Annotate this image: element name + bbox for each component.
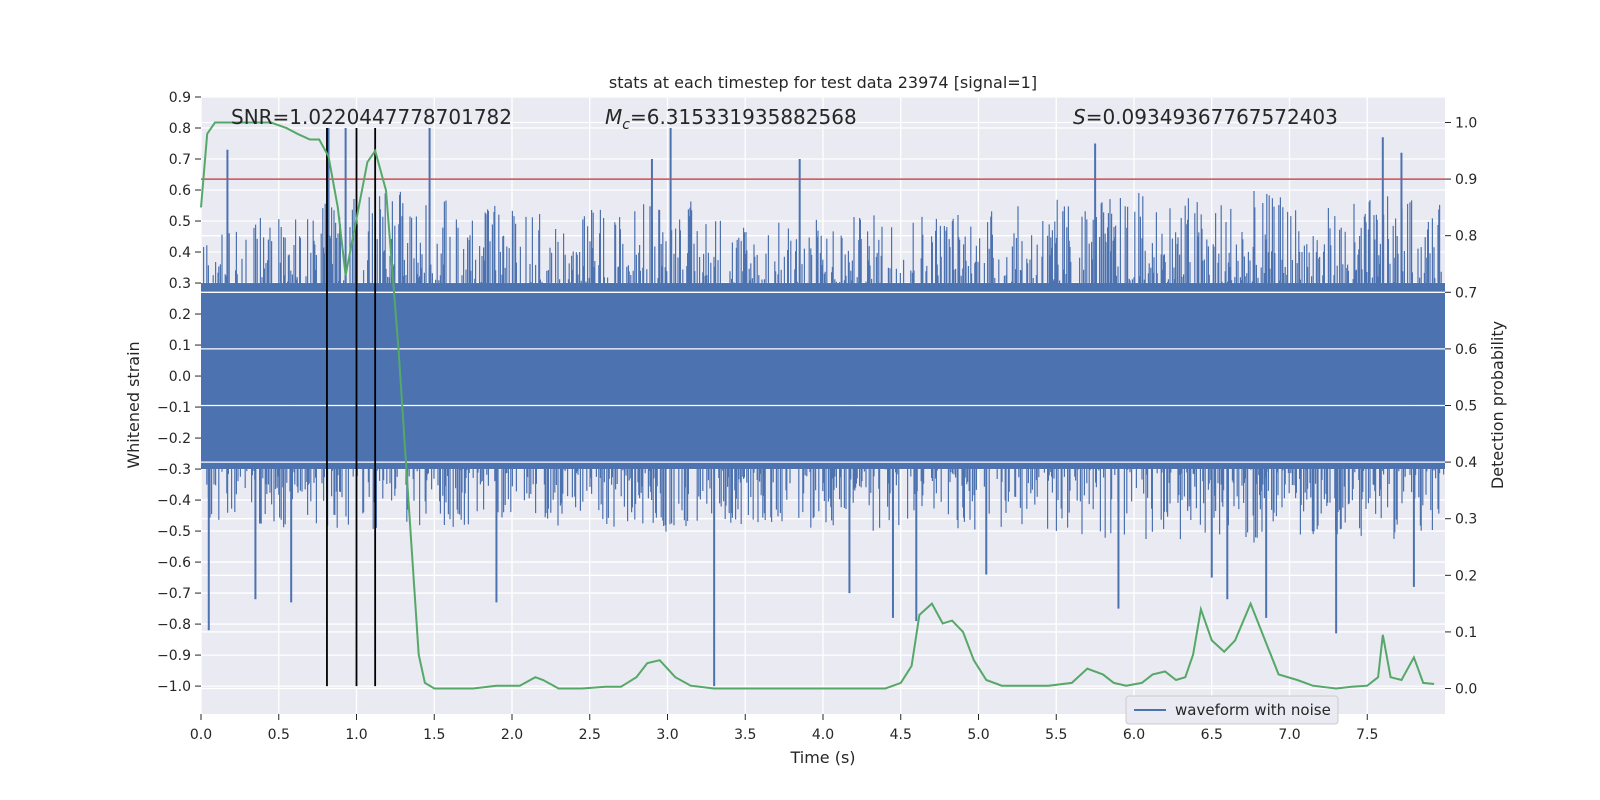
chart-title: stats at each timestep for test data 239… xyxy=(609,73,1037,92)
y-tick-label: 0.1 xyxy=(169,338,191,354)
y2-axis-label: Detection probability xyxy=(1488,321,1507,489)
y2-tick-label: 0.6 xyxy=(1455,342,1477,358)
y2-tick-label: 0.0 xyxy=(1455,682,1477,698)
y-tick-label: 0.0 xyxy=(169,369,191,385)
y-tick-label: −1.0 xyxy=(157,679,191,695)
mc-symbol: M xyxy=(605,105,622,129)
right-axis: 1.0 0.9 0.8 0.7 0.6 0.5 0.4 0.3 0.2 0.1 0.0 xyxy=(1445,115,1477,698)
y-tick-label: −0.6 xyxy=(157,555,191,571)
x-tick-label: 7.5 xyxy=(1356,727,1378,743)
y-tick-label: 0.4 xyxy=(169,245,191,261)
x-tick-label: 5.5 xyxy=(1045,727,1067,743)
waveform-core xyxy=(201,283,1445,470)
x-tick-label: 4.0 xyxy=(812,727,834,743)
y2-tick-label: 0.2 xyxy=(1455,568,1477,584)
y2-tick-label: 1.0 xyxy=(1455,115,1477,131)
s-annotation: S=0.09349367767572403 xyxy=(1073,105,1338,129)
mc-subscript: c xyxy=(622,117,630,133)
y-tick-label: 0.9 xyxy=(169,90,191,106)
waveform-series xyxy=(201,128,1445,687)
y2-tick-label: 0.5 xyxy=(1455,399,1477,415)
y-tick-label: 0.7 xyxy=(169,152,191,168)
legend-box xyxy=(1125,695,1339,725)
x-tick-label: 2.5 xyxy=(579,727,601,743)
y2-tick-label: 0.3 xyxy=(1455,512,1477,528)
x-tick-label: 6.5 xyxy=(1201,727,1223,743)
y-tick-label: 0.2 xyxy=(169,307,191,323)
probability-series xyxy=(200,121,1435,690)
chirp-mass-annotation: Mc=6.315331935882568 xyxy=(605,105,857,133)
x-tick-label: 5.0 xyxy=(967,727,989,743)
probability-line xyxy=(200,121,1435,690)
x-tick-label: 2.0 xyxy=(501,727,523,743)
y-tick-label: −0.8 xyxy=(157,617,191,633)
y-tick-label: −0.9 xyxy=(157,648,191,664)
y2-tick-label: 0.9 xyxy=(1455,172,1477,188)
x-tick-label: 7.0 xyxy=(1278,727,1300,743)
y-tick-label: 0.6 xyxy=(169,183,191,199)
legend: waveform with noise xyxy=(1125,695,1339,725)
x-tick-label: 3.0 xyxy=(656,727,678,743)
y-tick-label: 0.8 xyxy=(169,121,191,137)
x-tick-label: 4.5 xyxy=(890,727,912,743)
y-axis-label: Whitened strain xyxy=(124,341,143,468)
y2-tick-label: 0.7 xyxy=(1455,285,1477,301)
s-symbol: S xyxy=(1073,105,1086,129)
x-tick-label: 0.5 xyxy=(268,727,290,743)
x-tick-label: 6.0 xyxy=(1123,727,1145,743)
y-tick-label: −0.4 xyxy=(157,493,191,509)
x-tick-label: 1.5 xyxy=(423,727,445,743)
bottom-axis: 0.0 0.5 1.0 1.5 2.0 2.5 3.0 3.5 4.0 4.5 5.0 5.5 6.0 6… xyxy=(190,714,1378,743)
y-tick-label: −0.1 xyxy=(157,400,191,416)
y-tick-label: 0.3 xyxy=(169,276,191,292)
s-value: =0.09349367767572403 xyxy=(1086,105,1338,129)
y-tick-label: 0.5 xyxy=(169,214,191,230)
left-axis: 0.9 0.8 0.7 0.6 0.5 0.4 0.3 0.2 0.1 0.0 −0.1 −0.2 −0… xyxy=(157,90,201,695)
y-tick-label: −0.2 xyxy=(157,431,191,447)
y-tick-label: −0.3 xyxy=(157,462,191,478)
y-tick-label: −0.7 xyxy=(157,586,191,602)
x-axis-label: Time (s) xyxy=(789,748,855,767)
x-tick-label: 0.0 xyxy=(190,727,212,743)
mc-value: =6.315331935882568 xyxy=(630,105,857,129)
y2-tick-label: 0.8 xyxy=(1455,229,1477,245)
y2-tick-label: 0.4 xyxy=(1455,455,1477,471)
y2-tick-label: 0.1 xyxy=(1455,625,1477,641)
legend-label: waveform with noise xyxy=(1175,701,1331,719)
y-tick-label: −0.5 xyxy=(157,524,191,540)
snr-annotation: SNR=1.0220447778701782 xyxy=(231,105,512,129)
x-tick-label: 1.0 xyxy=(345,727,367,743)
x-tick-label: 3.5 xyxy=(734,727,756,743)
